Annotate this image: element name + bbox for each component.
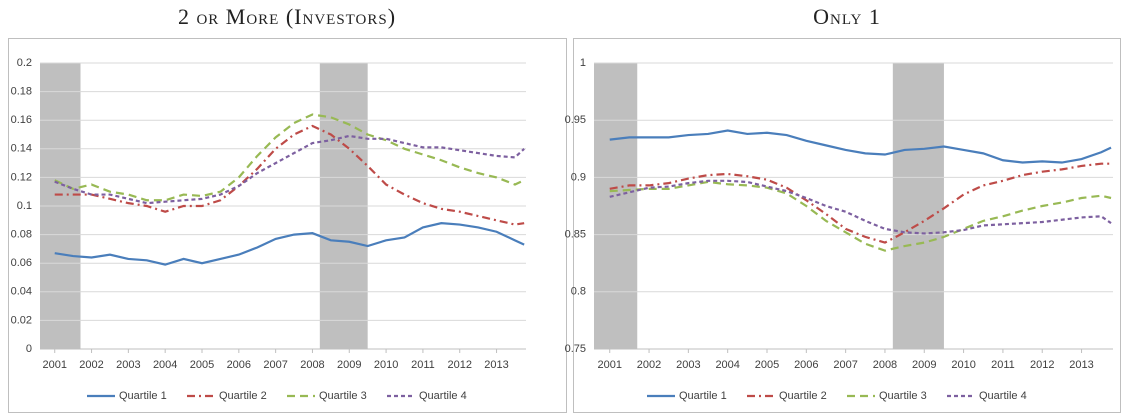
legend-label: Quartile 2 xyxy=(779,390,827,402)
x-tick-label: 2009 xyxy=(912,359,936,371)
shaded-period xyxy=(892,63,944,349)
shaded-period xyxy=(594,63,638,349)
x-tick-label: 2005 xyxy=(755,359,779,371)
series-line xyxy=(609,180,1112,252)
x-tick-label: 2003 xyxy=(116,359,140,371)
x-tick-label: 2002 xyxy=(79,359,103,371)
panel-frame xyxy=(8,38,567,413)
x-tick-label: 2007 xyxy=(263,359,287,371)
panel-frame xyxy=(573,38,1121,413)
x-tick-label: 2010 xyxy=(374,359,398,371)
legend-label: Quartile 3 xyxy=(319,390,367,402)
y-tick-label: 0.95 xyxy=(565,114,586,126)
legend-label: Quartile 2 xyxy=(219,390,267,402)
legend-label: Quartile 1 xyxy=(119,390,167,402)
x-tick-label: 2012 xyxy=(1030,359,1054,371)
y-tick-label: 0.16 xyxy=(11,114,32,126)
x-tick-label: 2002 xyxy=(637,359,661,371)
legend-label: Quartile 3 xyxy=(879,390,927,402)
legend-label: Quartile 4 xyxy=(979,390,1027,402)
y-tick-label: 1 xyxy=(580,57,586,69)
x-tick-label: 2011 xyxy=(991,359,1015,371)
x-tick-label: 2013 xyxy=(484,359,508,371)
x-tick-label: 2010 xyxy=(951,359,975,371)
y-tick-label: 0 xyxy=(26,343,32,355)
y-tick-label: 0.1 xyxy=(17,200,32,212)
x-tick-label: 2011 xyxy=(411,359,435,371)
series-line xyxy=(54,113,525,202)
x-tick-label: 2006 xyxy=(227,359,251,371)
series-line xyxy=(609,162,1112,244)
x-tick-label: 2009 xyxy=(337,359,361,371)
x-tick-label: 2006 xyxy=(794,359,818,371)
chart-title: Only 1 xyxy=(813,4,881,29)
x-tick-label: 2007 xyxy=(833,359,857,371)
y-tick-label: 0.08 xyxy=(11,229,32,241)
x-tick-label: 2005 xyxy=(190,359,214,371)
legend-label: Quartile 4 xyxy=(419,390,467,402)
x-tick-label: 2013 xyxy=(1069,359,1093,371)
y-tick-label: 0.8 xyxy=(571,286,586,298)
y-tick-label: 0.75 xyxy=(565,343,586,355)
series-line xyxy=(609,129,1112,164)
x-tick-label: 2001 xyxy=(597,359,621,371)
series-line xyxy=(54,124,525,226)
x-tick-label: 2004 xyxy=(715,359,739,371)
y-tick-label: 0.18 xyxy=(11,86,32,98)
y-tick-label: 0.85 xyxy=(565,229,586,241)
y-tick-label: 0.12 xyxy=(11,171,32,183)
x-tick-label: 2008 xyxy=(873,359,897,371)
series-line xyxy=(54,222,525,266)
series-line xyxy=(54,134,525,205)
x-tick-label: 2008 xyxy=(300,359,324,371)
x-tick-label: 2004 xyxy=(153,359,177,371)
y-tick-label: 0.02 xyxy=(11,314,32,326)
y-tick-label: 0.04 xyxy=(11,286,32,298)
chart-title: 2 or More (Investors) xyxy=(178,4,396,29)
y-tick-label: 0.2 xyxy=(17,57,32,69)
x-tick-label: 2003 xyxy=(676,359,700,371)
y-tick-label: 0.14 xyxy=(11,143,32,155)
legend-label: Quartile 1 xyxy=(679,390,727,402)
y-tick-label: 0.06 xyxy=(11,257,32,269)
x-tick-label: 2012 xyxy=(447,359,471,371)
y-tick-label: 0.9 xyxy=(571,171,586,183)
series-line xyxy=(609,179,1112,235)
x-tick-label: 2001 xyxy=(42,359,66,371)
